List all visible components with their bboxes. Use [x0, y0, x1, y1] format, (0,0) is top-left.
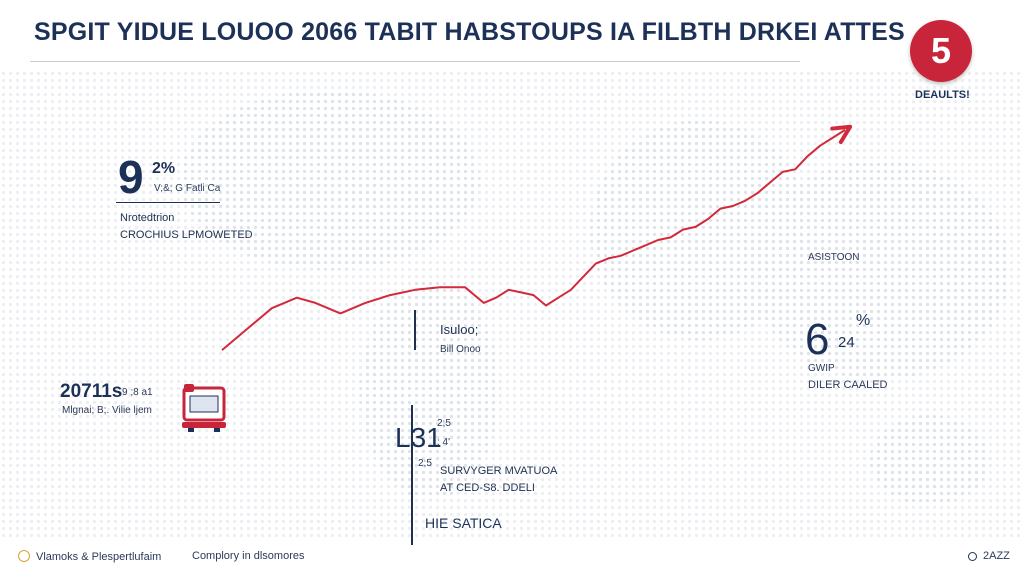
- footer-middle: Complory in dlsomores: [192, 550, 305, 562]
- footer-right-circle-icon: [968, 552, 977, 561]
- callout-right-line1: GWIP: [808, 363, 835, 374]
- title-divider: [30, 61, 800, 62]
- callout-right-percent: %: [856, 312, 871, 329]
- callout-mid-low-b: ; 4': [437, 437, 451, 448]
- callout-mid-top-line1: Isuloo;: [440, 322, 479, 337]
- footer-circle-icon: [18, 550, 30, 562]
- footer-right-text: 2AZZ: [983, 550, 1010, 562]
- callout-left-value: 20711s: [60, 381, 123, 402]
- callout-mid-low-line2: AT CED-S8. DDELI: [440, 482, 535, 494]
- chart-title: SPGIT YIDUE LOUOO 2066 TABIT HABSTOUPS I…: [34, 18, 905, 46]
- callout-mid-low-line1: SURVYGER MVATUOA: [440, 465, 558, 477]
- badge-value: 5: [930, 30, 952, 71]
- callout-mid-low-line3: HIE SATICA: [425, 515, 502, 531]
- callout-right-percent2: 24: [838, 334, 855, 351]
- callout-tl-number: 9: [118, 151, 144, 203]
- series-arrowhead-0: [830, 124, 853, 145]
- callout-left-sub: Mlgnai; B;. Vilie ljem: [62, 405, 152, 416]
- callout-tl-line2: CROCHIUS LPMOWETED: [120, 229, 253, 241]
- callout-left-suffix: 9 ;8 a1: [122, 387, 153, 398]
- callout-tl-sub: V;&; G Fatli Ca: [154, 183, 221, 194]
- callout-mid-low-a: 2;5: [437, 418, 451, 429]
- callout-tl-line1: Nrotedtrion: [120, 212, 175, 224]
- callout-right-line2: DILER CAALED: [808, 379, 888, 391]
- callout-tl-percent: 2%: [152, 160, 176, 177]
- footer-left: Vlamoks & Plespertlufaim: [18, 550, 161, 563]
- callout-mid-top-line2: Bill Onoo: [440, 344, 481, 355]
- score-badge: 5: [910, 20, 972, 82]
- badge-label: DEAULTS!: [915, 89, 970, 101]
- callout-mid-top-tick: [414, 310, 416, 350]
- callout-mid-low-number: L31: [395, 422, 442, 453]
- callout-mid-low-tick: [411, 405, 413, 545]
- footer-right: 2AZZ: [968, 550, 1010, 562]
- callout-mid-low-c: 2;5: [418, 458, 432, 469]
- footer-left-text: Vlamoks & Plespertlufaim: [36, 551, 162, 563]
- device-icon: [182, 384, 226, 432]
- callout-right-number: 6: [805, 315, 830, 364]
- series-line-0: [221, 129, 846, 351]
- callout-right-label: ASISTOON: [808, 252, 860, 263]
- callout-tl-rule: [116, 202, 220, 203]
